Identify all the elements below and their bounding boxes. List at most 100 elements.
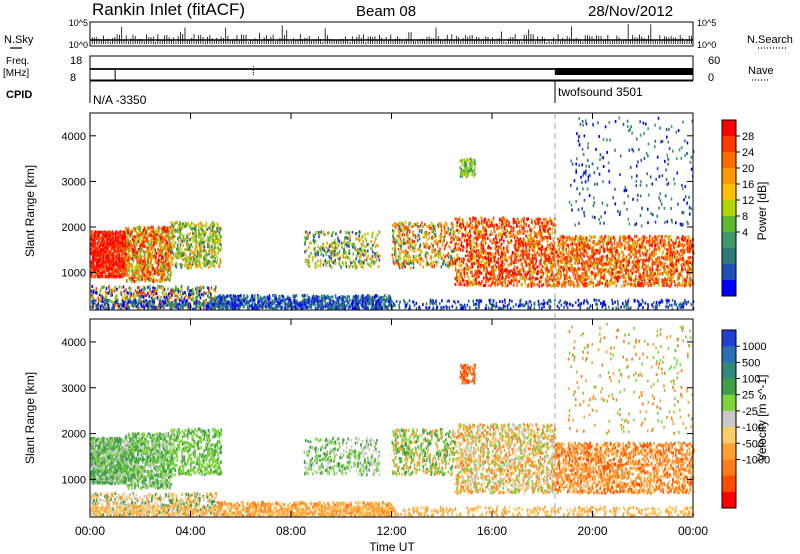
- range-time-cell: [358, 260, 360, 263]
- range-time-cell: [189, 232, 191, 235]
- range-time-cell: [304, 294, 306, 297]
- range-time-cell: [445, 263, 447, 266]
- range-time-cell: [507, 284, 509, 287]
- range-time-cell: [103, 275, 105, 278]
- range-time-cell: [398, 264, 400, 267]
- range-time-cell: [165, 252, 167, 255]
- range-time-cell: [123, 235, 125, 238]
- range-time-cell: [220, 243, 222, 246]
- range-time-cell: [153, 277, 155, 280]
- range-time-cell: [312, 259, 314, 262]
- range-time-cell: [425, 255, 427, 258]
- range-time-cell: [439, 253, 441, 256]
- range-time-cell: [127, 306, 129, 309]
- range-time-cell: [246, 294, 248, 297]
- range-time-cell: [97, 302, 99, 305]
- range-time-cell: [368, 263, 370, 266]
- range-time-cell: [154, 279, 156, 282]
- range-time-cell: [284, 301, 286, 304]
- range-time-cell: [195, 244, 197, 247]
- range-time-cell: [217, 251, 219, 254]
- range-time-cell: [132, 274, 134, 277]
- range-time-cell: [176, 252, 178, 255]
- range-time-cell: [153, 246, 155, 249]
- range-time-cell: [211, 252, 213, 255]
- range-time-cell: [275, 304, 277, 307]
- range-time-cell: [113, 268, 115, 271]
- range-time-cell: [98, 231, 100, 234]
- range-time-cell: [119, 286, 121, 289]
- range-time-cell: [180, 229, 182, 232]
- range-time-cell: [132, 254, 134, 257]
- range-time-cell: [412, 233, 414, 236]
- range-time-cell: [187, 243, 189, 246]
- range-time-cell: [328, 255, 330, 258]
- range-time-cell: [189, 262, 191, 265]
- range-time-cell: [99, 255, 101, 258]
- range-time-cell: [201, 247, 203, 250]
- range-time-cell: [375, 245, 377, 248]
- range-time-cell: [340, 266, 342, 269]
- cpid-label: CPID: [6, 89, 32, 101]
- range-time-cell: [198, 226, 200, 229]
- range-time-cell: [127, 263, 129, 266]
- range-time-cell: [147, 226, 149, 229]
- range-time-cell: [128, 254, 130, 257]
- range-time-cell: [159, 286, 161, 289]
- range-time-cell: [174, 235, 176, 238]
- range-time-cell: [131, 242, 133, 245]
- range-time-cell: [383, 296, 385, 299]
- range-time-cell: [122, 260, 124, 263]
- range-time-cell: [92, 253, 94, 256]
- range-time-cell: [219, 249, 221, 252]
- range-time-cell: [111, 246, 113, 249]
- range-time-cell: [138, 236, 140, 239]
- range-time-cell: [205, 239, 207, 242]
- range-time-cell: [193, 227, 195, 230]
- range-time-cell: [169, 262, 171, 265]
- range-time-cell: [208, 266, 210, 269]
- range-time-cell: [433, 265, 435, 268]
- range-time-cell: [371, 297, 373, 300]
- range-time-cell: [518, 259, 520, 262]
- range-time-cell: [335, 242, 337, 245]
- range-time-cell: [511, 274, 513, 277]
- range-time-cell: [398, 243, 400, 246]
- range-time-cell: [371, 233, 373, 236]
- range-time-cell: [190, 257, 192, 260]
- range-time-cell: [359, 239, 361, 242]
- range-time-cell: [100, 289, 102, 292]
- range-time-cell: [306, 249, 308, 252]
- cpid-segment-1: N/A -3350: [93, 93, 147, 107]
- range-time-cell: [99, 298, 101, 301]
- range-time-cell: [402, 222, 404, 225]
- range-time-cell: [219, 231, 221, 234]
- range-time-cell: [157, 296, 159, 299]
- range-time-cell: [128, 256, 130, 259]
- range-time-cell: [339, 257, 341, 260]
- range-time-cell: [255, 306, 257, 309]
- range-time-cell: [192, 260, 194, 263]
- range-time-cell: [211, 245, 213, 248]
- range-time-cell: [105, 234, 107, 237]
- range-time-cell: [181, 264, 183, 267]
- range-time-cell: [177, 298, 179, 301]
- range-time-cell: [93, 240, 95, 243]
- range-time-cell: [341, 246, 343, 249]
- range-time-cell: [447, 227, 449, 230]
- range-time-cell: [107, 231, 109, 234]
- range-time-cell: [185, 222, 187, 225]
- nave-label: Nave: [748, 65, 774, 77]
- range-time-cell: [435, 252, 437, 255]
- range-time-cell: [409, 231, 411, 234]
- range-time-cell: [414, 245, 416, 248]
- range-time-cell: [392, 247, 394, 250]
- range-time-cell: [188, 296, 190, 299]
- range-time-cell: [401, 266, 403, 269]
- range-time-cell: [180, 233, 182, 236]
- range-time-cell: [172, 239, 174, 242]
- range-time-cell: [353, 253, 355, 256]
- range-time-cell: [158, 295, 160, 298]
- range-time-cell: [343, 241, 345, 244]
- range-time-cell: [152, 290, 154, 293]
